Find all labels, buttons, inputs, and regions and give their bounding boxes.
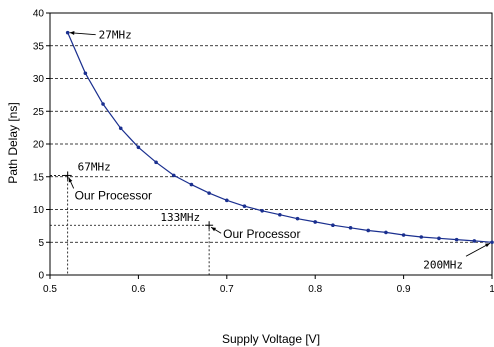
tick-label-y: 15: [33, 172, 45, 183]
point-sublabel-133mhz: Our Processor: [223, 227, 300, 241]
annotation-arrowhead: [485, 243, 490, 248]
tick-label-x: 0.8: [308, 284, 322, 295]
annotation-arrowhead: [69, 31, 75, 35]
data-point: [136, 145, 141, 150]
tick-label-y: 40: [33, 9, 45, 20]
annotation-arrowhead: [211, 227, 217, 232]
data-point: [260, 209, 264, 213]
data-point: [154, 160, 158, 165]
point-label-133mhz: 133MHz: [160, 211, 200, 224]
point-label-67mhz: 67MHz: [78, 160, 111, 173]
data-point: [189, 182, 194, 187]
annotation-200mhz: 200MHz: [423, 258, 463, 271]
data-point: [384, 230, 388, 235]
tick-label-y: 30: [33, 74, 45, 85]
data-point: [171, 173, 176, 178]
data-point: [490, 240, 494, 245]
series-layer: [65, 30, 494, 245]
data-point: [242, 204, 247, 209]
tick-label-y: 20: [33, 140, 45, 151]
tick-label-y: 0: [38, 271, 44, 282]
tick-label-x: 0.9: [397, 284, 411, 295]
x-axis-label: Supply Voltage [V]: [222, 332, 320, 346]
data-point: [207, 191, 211, 195]
series-line: [67, 32, 493, 243]
tick-label-y: 10: [33, 205, 45, 216]
tick-label-y: 5: [38, 238, 44, 249]
data-point: [366, 228, 371, 233]
data-point: [437, 236, 441, 241]
data-point: [83, 71, 88, 76]
data-point: [313, 220, 318, 224]
grid-layer: [50, 45, 492, 243]
data-point: [419, 235, 424, 239]
tick-label-x: 1: [489, 284, 494, 295]
y-axis-label: Path Delay [ns]: [6, 102, 20, 183]
data-point: [348, 226, 353, 230]
tick-label-x: 0.6: [131, 284, 145, 295]
annotation-layer: 27MHz 200MHz 67MHz Our Processor 133MHz Our P…: [50, 29, 491, 275]
tick-label-y: 35: [33, 41, 45, 52]
data-point: [331, 223, 335, 228]
plot-area-frame: [49, 12, 493, 276]
annotation-arrowhead: [68, 177, 73, 183]
axes-layer: 0 5 10 15 20 25 30 35 40 0.5 0.6 0.7 0.8 0.9 1: [33, 9, 494, 296]
tick-label-x: 0.7: [220, 284, 234, 295]
tick-label-x: 0.5: [43, 284, 57, 295]
data-point: [401, 233, 406, 237]
annotation-27mhz: 27MHz: [99, 29, 132, 42]
data-point: [472, 239, 477, 243]
data-point: [118, 126, 123, 131]
data-point: [101, 102, 105, 106]
data-point: [295, 216, 300, 221]
data-point: [65, 30, 70, 35]
data-point: [278, 212, 282, 217]
point-sublabel-67mhz: Our Processor: [75, 188, 152, 202]
data-point: [454, 237, 459, 242]
tick-label-y: 25: [33, 107, 45, 118]
data-point: [225, 198, 229, 203]
